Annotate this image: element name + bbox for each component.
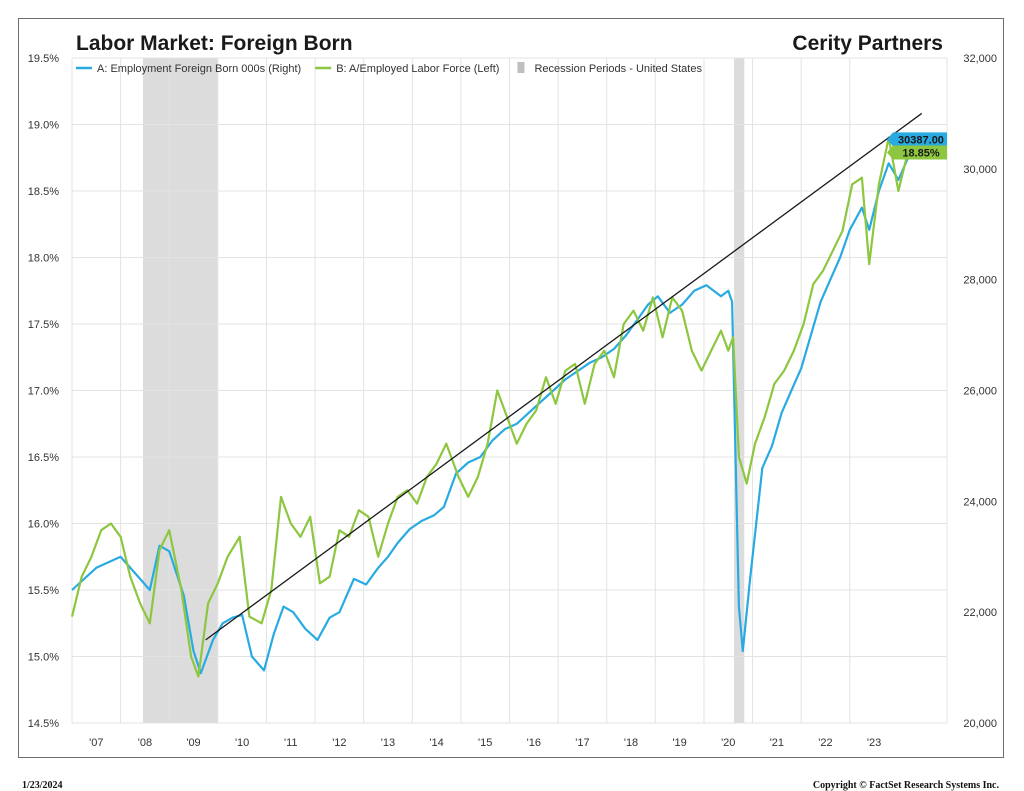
right-tick-label: 26,000 — [963, 386, 997, 398]
right-tick-label: 30,000 — [963, 164, 997, 176]
left-tick-label: 15.0% — [28, 652, 59, 664]
legend-label-0: A: Employment Foreign Born 000s (Right) — [97, 63, 301, 75]
end-label-tag-a — [887, 132, 947, 147]
x-tick-label: '11 — [284, 737, 298, 749]
x-tick-label: '15 — [478, 737, 492, 749]
right-tick-label: 28,000 — [963, 275, 997, 287]
x-tick-label: '22 — [818, 737, 832, 749]
left-tick-label: 18.5% — [28, 186, 59, 198]
left-tick-label: 16.5% — [28, 452, 59, 464]
x-tick-label: '10 — [235, 737, 249, 749]
left-tick-label: 17.0% — [28, 386, 59, 398]
end-label-value-a: 30387.00 — [898, 134, 944, 146]
x-tick-label: '21 — [770, 737, 784, 749]
x-tick-label: '13 — [381, 737, 395, 749]
left-tick-label: 19.5% — [28, 53, 59, 65]
end-label-value-b: 18.85% — [902, 147, 940, 159]
x-tick-label: '19 — [672, 737, 686, 749]
x-tick-label: '17 — [575, 737, 589, 749]
x-tick-label: '16 — [527, 737, 541, 749]
right-tick-label: 22,000 — [963, 607, 997, 619]
series-line-b — [70, 136, 917, 678]
right-axis-ticks: 20,000 22,000 24,000 26,000 28,000 30,000 32,0… — [963, 53, 997, 730]
legend-label-1: B: A/Employed Labor Force (Left) — [336, 63, 499, 75]
right-tick-label: 32,000 — [963, 53, 997, 65]
left-tick-label: 15.5% — [28, 585, 59, 597]
legend-swatch-2 — [517, 62, 525, 73]
x-tick-label: '23 — [867, 737, 881, 749]
footer-date: 1/23/2024 — [22, 780, 63, 791]
right-tick-label: 20,000 — [963, 718, 997, 730]
brand-name: Cerity Partners — [792, 32, 943, 55]
x-tick-label: '07 — [89, 737, 103, 749]
left-tick-label: 14.5% — [28, 718, 59, 730]
left-axis-ticks: 14.5% 15.0% 15.5% 16.0% 16.5% 17.0% 17.5% 18.0%… — [28, 53, 59, 730]
legend-label-2: Recession Periods - United States — [534, 63, 702, 75]
x-tick-label: '08 — [138, 737, 152, 749]
trend-line — [205, 112, 923, 641]
x-tick-label: '18 — [624, 737, 638, 749]
left-tick-label: 17.5% — [28, 319, 59, 331]
x-tick-label: '09 — [186, 737, 200, 749]
chart-title: Labor Market: Foreign Born — [76, 32, 353, 55]
x-tick-label: '14 — [429, 737, 443, 749]
x-tick-label: '12 — [332, 737, 346, 749]
left-tick-label: 19.0% — [28, 120, 59, 132]
left-tick-label: 16.0% — [28, 519, 59, 531]
copyright: Copyright © FactSet Research Systems Inc… — [813, 780, 1000, 791]
gridlines — [71, 57, 948, 724]
end-label-tag-b — [887, 145, 947, 160]
x-tick-label: '20 — [721, 737, 735, 749]
x-axis-ticks: '07 '08 '09 '10 '11 '12 '13 '14 '15 '16 '17 '18 '19 '… — [89, 737, 881, 749]
legend: A: Employment Foreign Born 000s (Right) B… — [76, 62, 702, 75]
left-tick-label: 18.0% — [28, 253, 59, 265]
right-tick-label: 24,000 — [963, 496, 997, 508]
